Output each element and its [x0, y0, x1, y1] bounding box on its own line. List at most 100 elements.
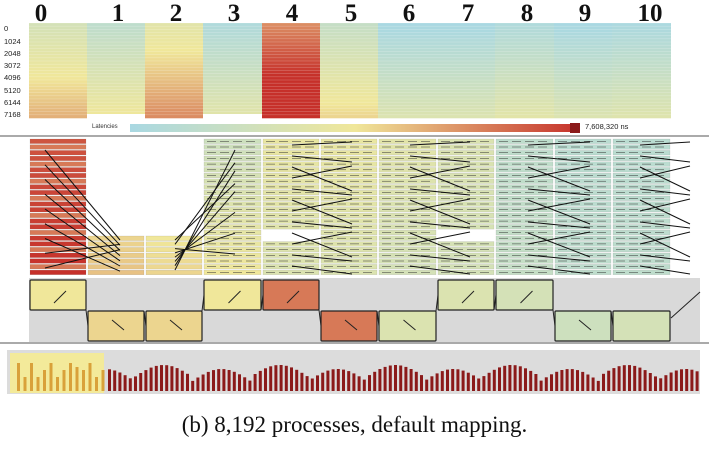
matrix-cell	[495, 70, 554, 74]
matrix-cell	[554, 80, 612, 84]
overview-bar	[108, 369, 111, 391]
cluster-bar	[495, 224, 554, 230]
matrix-cell	[495, 48, 554, 52]
matrix-cell	[203, 108, 262, 112]
cluster-bar	[612, 218, 671, 224]
matrix-cell	[437, 29, 495, 33]
cluster-bar	[262, 247, 320, 253]
cluster-link	[639, 231, 691, 245]
matrix-cell	[437, 57, 495, 62]
overview-bar	[602, 373, 605, 391]
overview-bar	[253, 374, 257, 391]
timeline-link	[228, 290, 241, 304]
matrix-cell	[612, 105, 671, 109]
overview-bar	[638, 367, 642, 391]
cluster-link	[291, 221, 353, 229]
matrix-cell	[87, 95, 145, 100]
cluster-bar	[495, 252, 554, 258]
matrix-cell	[87, 92, 145, 97]
matrix-cell	[320, 95, 378, 100]
matrix-cell	[495, 64, 554, 68]
cluster-bar	[437, 195, 495, 201]
matrix-cell	[145, 76, 203, 81]
matrix-cell	[378, 102, 437, 106]
cluster-bar	[495, 201, 554, 207]
matrix-cell	[262, 54, 320, 59]
rank-tick: 4096	[4, 73, 21, 82]
matrix-cell	[29, 61, 87, 65]
cluster-bar	[320, 178, 378, 184]
matrix-cell	[87, 89, 145, 93]
matrix-cell	[203, 111, 262, 116]
cluster-link	[409, 166, 471, 192]
cluster-bar	[495, 258, 554, 264]
column-label-4: 4	[285, 0, 299, 27]
matrix-cell	[87, 76, 145, 81]
matrix-cell	[320, 57, 378, 62]
matrix-cell	[203, 64, 262, 68]
matrix-cell	[87, 111, 145, 116]
cluster-bar	[495, 235, 554, 241]
matrix-cell	[203, 42, 262, 46]
cluster-link	[409, 188, 471, 196]
matrix-cell	[87, 102, 145, 106]
matrix-cell	[495, 86, 554, 90]
matrix-cell	[145, 95, 203, 100]
matrix-cell	[554, 51, 612, 55]
cluster-bar	[378, 224, 437, 230]
overview-bar	[165, 365, 169, 391]
matrix-cell	[612, 111, 671, 116]
cluster-link	[291, 166, 353, 192]
matrix-cell	[554, 23, 612, 27]
cluster-bar	[145, 247, 203, 253]
cluster-bar	[29, 218, 87, 224]
matrix-cell	[203, 51, 262, 55]
matrix-cell	[554, 29, 612, 33]
overview-bar	[607, 370, 611, 391]
matrix-cell	[320, 86, 378, 90]
rank-tick: 1024	[4, 37, 21, 46]
matrix-cell	[29, 86, 87, 90]
matrix-cell	[87, 48, 145, 52]
column-label-1: 1	[111, 0, 125, 27]
matrix-cell	[378, 105, 437, 109]
matrix-cell	[29, 76, 87, 81]
cluster-link	[291, 155, 353, 163]
matrix-cell	[145, 80, 203, 84]
matrix-cell	[29, 108, 87, 112]
overview-bar	[290, 367, 293, 391]
overview-bar	[295, 369, 299, 391]
cluster-link	[639, 232, 691, 258]
rank-tick: 0	[4, 24, 9, 33]
overview-bar	[472, 375, 475, 391]
matrix-cell	[612, 32, 671, 36]
overview-bar	[394, 365, 397, 391]
overview-bar	[368, 375, 371, 391]
cluster-bar	[29, 229, 87, 235]
timeline-block	[87, 310, 145, 342]
cluster-bar	[203, 269, 262, 275]
cluster-bar	[495, 144, 554, 150]
matrix-cell	[612, 70, 671, 74]
matrix-cell	[29, 23, 87, 27]
matrix-cell	[495, 92, 554, 97]
matrix-cell	[203, 99, 262, 103]
cluster-link	[291, 254, 353, 262]
matrix-cell	[262, 102, 320, 106]
cluster-bar	[495, 184, 554, 190]
cluster-bar	[203, 184, 262, 190]
matrix-cell	[554, 42, 612, 46]
matrix-cell	[87, 99, 145, 103]
matrix-cell	[87, 105, 145, 109]
matrix-cell	[495, 76, 554, 81]
rank-tick: 2048	[4, 49, 21, 58]
matrix-cell	[87, 64, 145, 68]
cluster-bar	[612, 161, 671, 167]
matrix-cell	[320, 83, 378, 87]
matrix-cell	[262, 45, 320, 49]
column-label-8: 8	[520, 0, 534, 27]
matrix-cell	[378, 70, 437, 74]
matrix-cell	[145, 48, 203, 52]
matrix-cell	[145, 89, 203, 93]
overview-bar	[414, 371, 418, 391]
